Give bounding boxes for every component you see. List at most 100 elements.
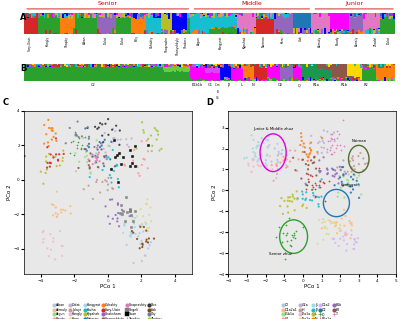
Bar — [222, 13, 224, 16]
Point — [283, 162, 289, 167]
Bar — [386, 65, 388, 66]
Bar — [321, 64, 322, 68]
Bar — [202, 64, 204, 65]
Point — [140, 128, 146, 133]
Bar — [161, 13, 162, 29]
Point — [342, 232, 348, 237]
Point — [292, 208, 298, 213]
Point — [352, 167, 358, 172]
Bar — [202, 31, 204, 34]
Bar — [135, 13, 136, 19]
Point — [105, 132, 112, 137]
Bar — [110, 18, 112, 19]
Bar — [334, 64, 336, 77]
Bar — [390, 17, 391, 19]
Bar — [298, 13, 300, 28]
Bar — [56, 65, 58, 67]
Point — [53, 138, 60, 143]
Bar — [23, 64, 25, 67]
Point — [86, 165, 93, 170]
Bar — [267, 77, 268, 78]
Bar — [64, 18, 66, 33]
Bar — [64, 67, 66, 81]
Bar — [189, 64, 190, 66]
Bar — [118, 17, 120, 18]
Point — [286, 215, 292, 220]
Bar — [324, 33, 326, 34]
Bar — [90, 13, 92, 14]
Bar — [263, 13, 265, 14]
Bar — [239, 33, 241, 34]
Bar — [347, 32, 348, 34]
Bar — [168, 19, 170, 34]
Point — [320, 237, 326, 242]
Point — [348, 190, 354, 195]
Text: Shapky: Shapky — [65, 36, 69, 47]
Bar — [118, 13, 120, 17]
Bar — [306, 80, 308, 81]
Bar — [159, 18, 161, 33]
Point — [140, 214, 146, 219]
Point — [145, 246, 152, 251]
Bar — [213, 28, 215, 34]
Bar — [248, 77, 250, 81]
Point — [313, 166, 319, 171]
Point — [118, 213, 124, 218]
Point — [76, 135, 82, 140]
Point — [300, 144, 306, 149]
Bar — [86, 13, 88, 18]
Bar — [338, 64, 339, 77]
Bar — [345, 28, 347, 34]
Bar — [146, 13, 148, 14]
Point — [82, 155, 88, 160]
Point — [312, 180, 319, 185]
Bar — [114, 13, 116, 15]
Point — [349, 167, 356, 172]
Bar — [237, 68, 239, 80]
Point — [341, 182, 348, 187]
Point — [338, 179, 345, 184]
Bar — [51, 18, 53, 34]
Bar — [228, 13, 230, 16]
Bar — [174, 68, 176, 71]
Bar — [62, 67, 64, 81]
Bar — [152, 67, 153, 81]
Point — [250, 137, 257, 143]
Point — [108, 175, 114, 180]
Bar — [324, 13, 326, 28]
Point — [107, 167, 114, 172]
Bar — [190, 65, 192, 78]
Bar — [352, 29, 354, 34]
Point — [50, 155, 57, 160]
Point — [241, 156, 248, 161]
Point — [306, 152, 312, 157]
Bar — [23, 16, 25, 18]
Point — [94, 155, 100, 160]
Point — [316, 168, 322, 173]
Bar — [263, 64, 265, 66]
Bar — [34, 16, 36, 18]
Point — [258, 164, 264, 169]
Point — [100, 139, 106, 145]
Bar — [280, 64, 282, 67]
Bar — [157, 16, 159, 18]
Point — [60, 148, 66, 153]
Bar — [270, 17, 272, 19]
Bar — [202, 65, 204, 68]
Point — [269, 167, 276, 172]
Bar — [348, 13, 350, 33]
Point — [54, 214, 60, 219]
Bar — [304, 79, 306, 81]
Point — [104, 157, 110, 162]
Bar — [284, 67, 285, 79]
Point — [245, 163, 252, 168]
Bar — [358, 33, 360, 34]
Bar — [347, 77, 348, 78]
Bar — [144, 31, 146, 34]
Point — [318, 145, 325, 150]
Bar — [233, 69, 235, 81]
Bar — [328, 64, 330, 67]
Bar — [285, 33, 287, 34]
Bar — [324, 69, 326, 80]
Bar — [200, 78, 202, 81]
